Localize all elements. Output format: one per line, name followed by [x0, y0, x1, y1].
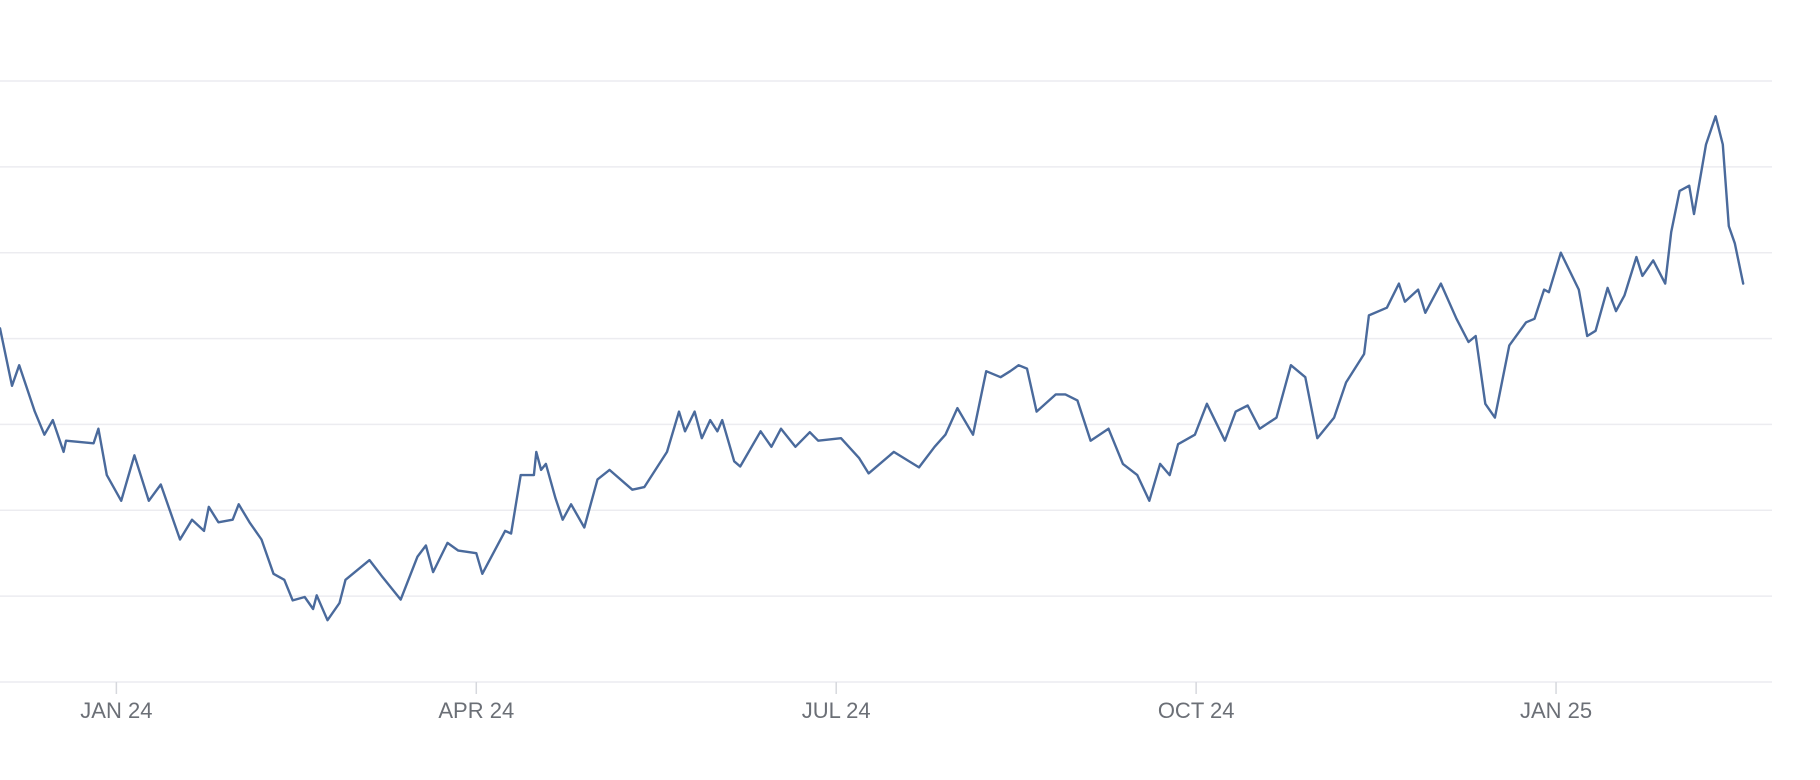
x-tick-label: JAN 25 [1520, 698, 1592, 723]
x-tick-label: JAN 24 [80, 698, 152, 723]
x-tick-label: JUL 24 [802, 698, 871, 723]
x-tick-label: OCT 24 [1158, 698, 1235, 723]
x-tick-label: APR 24 [438, 698, 514, 723]
line-series [0, 115, 1745, 622]
